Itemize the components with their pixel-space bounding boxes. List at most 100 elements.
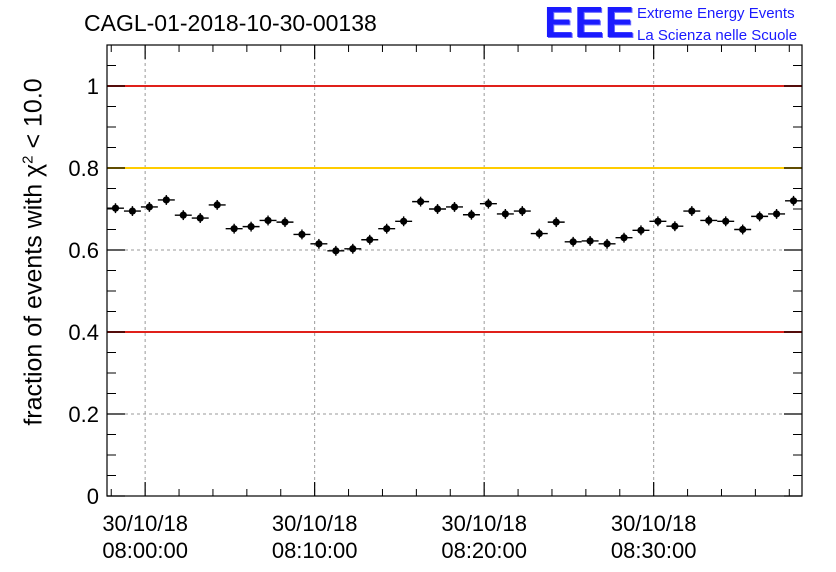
data-marker [179,211,187,219]
y-tick-label: 0.2 [68,402,99,427]
logo-line-1: Extreme Energy Events [637,5,795,22]
axis-ticks: 00.20.40.60.8130/10/1808:00:0030/10/1808… [68,44,802,563]
data-point [700,215,718,226]
data-point [513,206,531,216]
data-point [649,216,667,227]
data-marker [145,203,153,211]
data-point [174,210,192,221]
chart-title: CAGL-01-2018-10-30-00138 [84,10,377,36]
x-tick-label-date: 30/10/18 [272,511,358,536]
x-tick-label-date: 30/10/18 [102,511,188,536]
data-marker [450,203,459,211]
data-marker [654,217,662,225]
data-point [479,198,497,209]
data-point [530,228,548,239]
data-point [378,223,396,234]
data-point [632,225,650,236]
data-marker [298,230,306,239]
data-point [683,206,701,216]
data-marker [603,240,611,248]
data-marker [484,200,493,208]
data-marker [535,230,543,238]
y-tick-label: 1 [87,74,99,99]
data-marker [789,197,798,205]
data-marker [688,207,696,215]
data-point [242,221,260,232]
data-marker [196,214,204,222]
data-marker [772,210,781,218]
data-point [310,238,328,249]
data-point [293,229,311,240]
x-tick-label-date: 30/10/18 [441,511,527,536]
y-tick-label: 0.6 [68,238,99,263]
data-point [666,221,684,232]
data-point [564,236,582,247]
x-tick-label-time: 08:00:00 [102,538,188,563]
data-marker [247,223,255,231]
data-marker [620,234,628,242]
data-point [496,209,514,219]
reference-lines [107,85,802,333]
data-point [395,216,413,227]
data-marker [416,198,425,206]
data-marker [467,211,476,219]
data-point [615,232,633,243]
logo-mark: EEE [544,0,636,47]
data-point [547,217,565,228]
data-point [751,211,769,222]
data-marker [332,247,340,255]
data-marker [400,217,408,225]
data-point [208,199,226,210]
data-point [123,206,141,216]
x-tick-label-date: 30/10/18 [611,511,697,536]
data-point [717,216,735,227]
data-marker [518,207,526,215]
data-point [734,224,752,235]
data-marker [264,216,272,225]
data-point [225,223,243,234]
data-marker [383,225,391,233]
data-marker [552,218,560,226]
data-marker [433,205,442,213]
x-tick-label-time: 08:10:00 [272,538,358,563]
data-marker [281,218,289,226]
data-point [462,209,480,220]
data-marker [586,237,594,245]
data-point [259,215,277,226]
plot-frame [106,44,803,497]
data-marker [349,245,357,253]
data-marker [213,201,221,209]
data-point [157,195,175,205]
eee-logo: EEE Extreme Energy Events La Scienza nel… [544,0,834,48]
data-marker [162,196,170,204]
x-tick-label-time: 08:20:00 [441,538,527,563]
data-point [107,203,124,214]
data-point [276,217,294,228]
grid [107,45,802,496]
data-point [446,202,463,212]
data-point [344,243,362,254]
x-tick-label-time: 08:30:00 [611,538,697,563]
data-point [598,238,616,249]
data-marker [739,225,747,234]
y-tick-label: 0.4 [68,320,99,345]
data-point [412,196,430,207]
data-marker [501,210,509,218]
data-point [768,209,786,219]
data-point [785,195,802,206]
data-marker [569,238,577,246]
data-marker [722,217,730,225]
data-point [327,245,345,256]
y-tick-label: 0 [87,484,99,509]
logo-line-2: La Scienza nelle Scuole [637,27,798,44]
data-marker [705,216,713,225]
data-marker [230,225,238,233]
y-tick-label: 0.8 [68,156,99,181]
data-points [107,195,802,256]
data-marker [111,204,120,212]
data-point [140,202,158,212]
data-point [581,236,599,246]
data-point [191,213,209,223]
data-marker [671,222,679,230]
